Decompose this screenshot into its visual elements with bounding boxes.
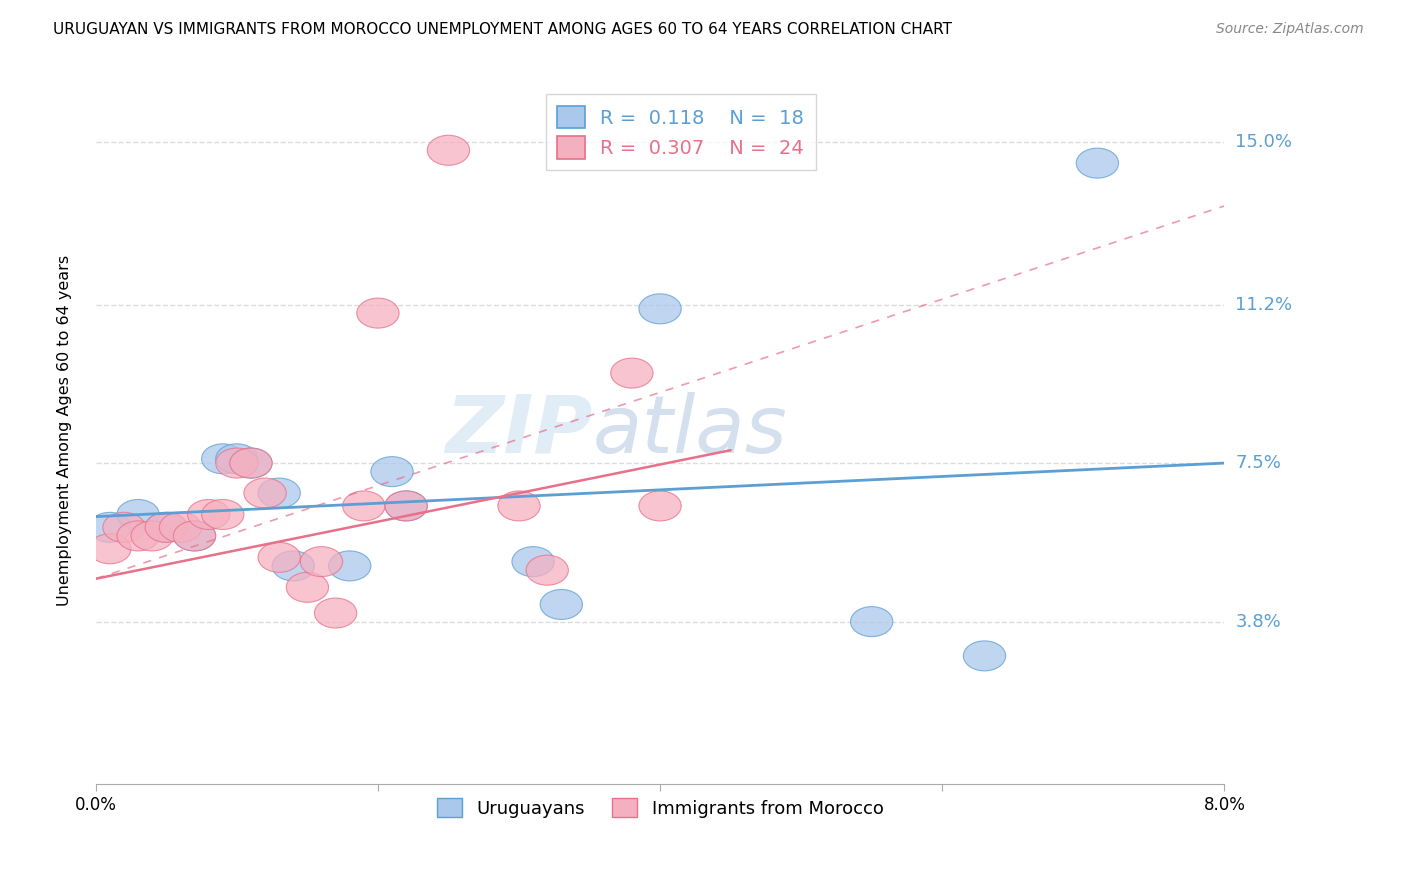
Ellipse shape <box>215 448 259 478</box>
Ellipse shape <box>638 491 682 521</box>
Ellipse shape <box>145 512 187 542</box>
Ellipse shape <box>259 478 301 508</box>
Ellipse shape <box>498 491 540 521</box>
Ellipse shape <box>638 293 682 324</box>
Ellipse shape <box>851 607 893 637</box>
Text: 15.0%: 15.0% <box>1236 133 1292 151</box>
Text: URUGUAYAN VS IMMIGRANTS FROM MOROCCO UNEMPLOYMENT AMONG AGES 60 TO 64 YEARS CORR: URUGUAYAN VS IMMIGRANTS FROM MOROCCO UNE… <box>53 22 952 37</box>
Ellipse shape <box>512 547 554 576</box>
Text: 3.8%: 3.8% <box>1236 613 1281 631</box>
Ellipse shape <box>173 521 215 551</box>
Ellipse shape <box>145 512 187 542</box>
Y-axis label: Unemployment Among Ages 60 to 64 years: Unemployment Among Ages 60 to 64 years <box>58 255 72 607</box>
Ellipse shape <box>1076 148 1119 178</box>
Ellipse shape <box>229 448 273 478</box>
Ellipse shape <box>610 358 652 388</box>
Ellipse shape <box>89 533 131 564</box>
Ellipse shape <box>159 512 201 542</box>
Ellipse shape <box>117 521 159 551</box>
Text: atlas: atlas <box>592 392 787 470</box>
Ellipse shape <box>357 298 399 328</box>
Ellipse shape <box>103 512 145 542</box>
Ellipse shape <box>287 573 329 602</box>
Ellipse shape <box>385 491 427 521</box>
Ellipse shape <box>187 500 229 530</box>
Ellipse shape <box>201 444 243 474</box>
Ellipse shape <box>229 448 273 478</box>
Ellipse shape <box>301 547 343 576</box>
Ellipse shape <box>540 590 582 619</box>
Ellipse shape <box>259 542 301 573</box>
Ellipse shape <box>371 457 413 487</box>
Ellipse shape <box>963 640 1005 671</box>
Ellipse shape <box>131 521 173 551</box>
Ellipse shape <box>385 491 427 521</box>
Text: 7.5%: 7.5% <box>1236 454 1281 472</box>
Ellipse shape <box>343 491 385 521</box>
Ellipse shape <box>273 551 315 581</box>
Ellipse shape <box>117 500 159 530</box>
Ellipse shape <box>329 551 371 581</box>
Ellipse shape <box>89 512 131 542</box>
Ellipse shape <box>173 521 215 551</box>
Legend: Uruguayans, Immigrants from Morocco: Uruguayans, Immigrants from Morocco <box>429 791 891 825</box>
Ellipse shape <box>243 478 287 508</box>
Ellipse shape <box>427 136 470 165</box>
Ellipse shape <box>526 555 568 585</box>
Ellipse shape <box>215 444 259 474</box>
Ellipse shape <box>201 500 243 530</box>
Ellipse shape <box>315 598 357 628</box>
Text: Source: ZipAtlas.com: Source: ZipAtlas.com <box>1216 22 1364 37</box>
Text: 11.2%: 11.2% <box>1236 295 1292 313</box>
Text: ZIP: ZIP <box>444 392 592 470</box>
